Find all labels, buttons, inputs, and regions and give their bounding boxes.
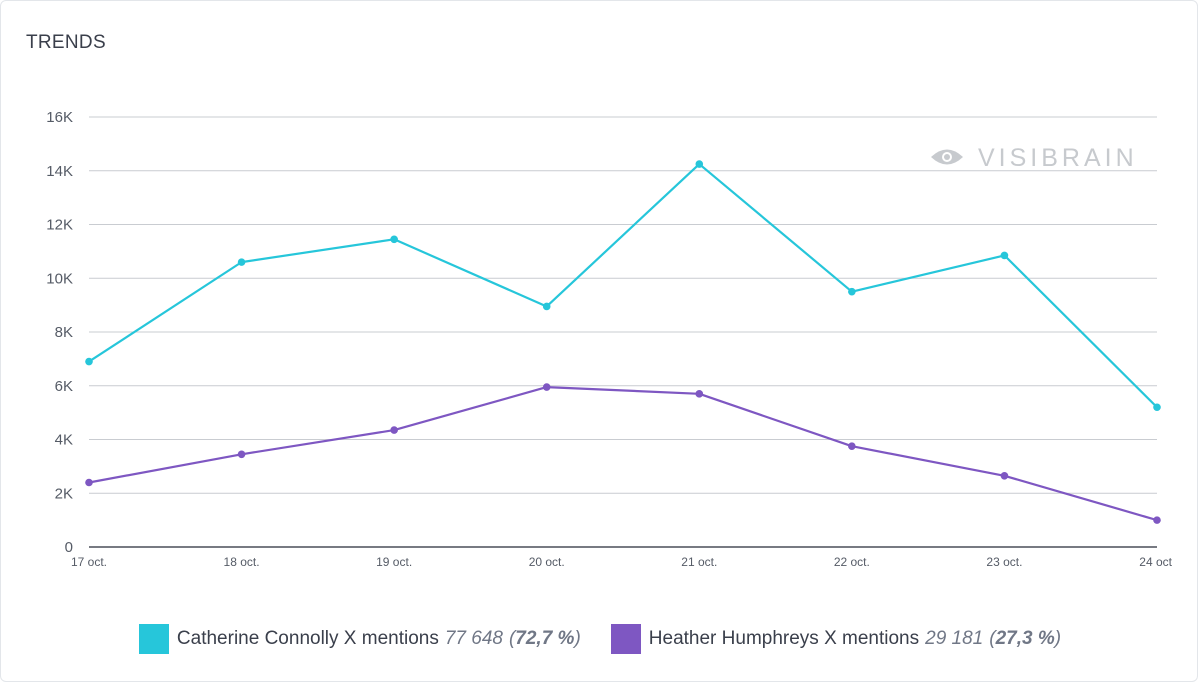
data-point[interactable]: [542, 302, 551, 311]
chart-title: TRENDS: [26, 32, 106, 53]
x-tick-label: 20 oct.: [529, 555, 565, 569]
data-point[interactable]: [1153, 516, 1161, 524]
legend-total-catherine: 77 648: [444, 628, 503, 649]
series-line: [88, 385, 1158, 522]
series-0: [85, 160, 1161, 412]
y-tick-label: 6K: [55, 378, 73, 395]
data-point[interactable]: [848, 442, 856, 451]
x-tick-label: 18 oct.: [224, 555, 260, 569]
data-point[interactable]: [848, 287, 856, 296]
x-tick-label: 24 oct: [1139, 555, 1172, 569]
series-line: [88, 162, 1158, 409]
legend-pct-open-heather: (: [989, 628, 996, 649]
data-point[interactable]: [1153, 403, 1161, 412]
legend-pct-close-heather: ): [1054, 628, 1062, 649]
legend-label-catherine: Catherine Connolly X mentions: [176, 628, 439, 649]
legend-pct-close-catherine: ): [574, 628, 581, 649]
y-axis-ticks: 0 2K 4K 6K 8K 10K 12K 14K 16K: [46, 109, 73, 556]
legend: Catherine Connolly X mentions 77 648 (72…: [0, 624, 1200, 654]
legend-item-catherine[interactable]: Catherine Connolly X mentions 77 648 (72…: [138, 624, 581, 654]
data-point[interactable]: [390, 235, 398, 244]
data-point[interactable]: [1000, 471, 1009, 480]
x-tick-label: 23 oct.: [986, 555, 1022, 569]
y-tick-label: 16K: [46, 109, 73, 126]
watermark: VISIBRAIN: [931, 144, 1138, 172]
x-axis-ticks: 17 oct. 18 oct. 19 oct. 20 oct. 21 oct. 22 oc…: [71, 555, 1173, 569]
y-tick-label: 0: [65, 539, 73, 556]
x-tick-label: 22 oct.: [834, 555, 870, 569]
data-point[interactable]: [695, 160, 704, 168]
x-tick-label: 21 oct.: [681, 555, 717, 569]
legend-pct-catherine: 72,7 %: [515, 628, 575, 649]
legend-pct-open-catherine: (: [508, 628, 516, 649]
y-tick-label: 2K: [55, 485, 73, 502]
y-tick-label: 4K: [55, 432, 73, 449]
series-1: [85, 383, 1161, 524]
legend-pct-heather: 27,3 %: [995, 628, 1055, 649]
legend-swatch-heather: [610, 624, 641, 654]
legend-label-heather: Heather Humphreys X mentions: [648, 628, 920, 649]
y-tick-label: 8K: [55, 324, 73, 341]
series-layer: [85, 160, 1161, 524]
y-tick-label: 12K: [46, 217, 73, 234]
watermark-text: VISIBRAIN: [978, 144, 1138, 172]
legend-item-heather[interactable]: Heather Humphreys X mentions 29 181 (27,…: [610, 624, 1062, 654]
legend-swatch-catherine: [138, 624, 169, 654]
x-tick-label: 19 oct.: [376, 555, 412, 569]
data-point[interactable]: [237, 258, 246, 266]
grid-lines: [89, 116, 1157, 548]
data-point[interactable]: [695, 390, 704, 398]
y-tick-label: 14K: [46, 163, 73, 180]
data-point[interactable]: [85, 478, 93, 487]
data-point[interactable]: [390, 426, 398, 434]
data-point[interactable]: [1000, 251, 1009, 260]
data-point[interactable]: [85, 357, 93, 366]
legend-total-heather: 29 181: [925, 628, 984, 649]
data-point[interactable]: [542, 383, 551, 391]
x-tick-label: 17 oct.: [71, 555, 107, 569]
data-point[interactable]: [237, 450, 246, 459]
eye-logo-icon: [931, 149, 963, 165]
y-tick-label: 10K: [46, 270, 73, 287]
